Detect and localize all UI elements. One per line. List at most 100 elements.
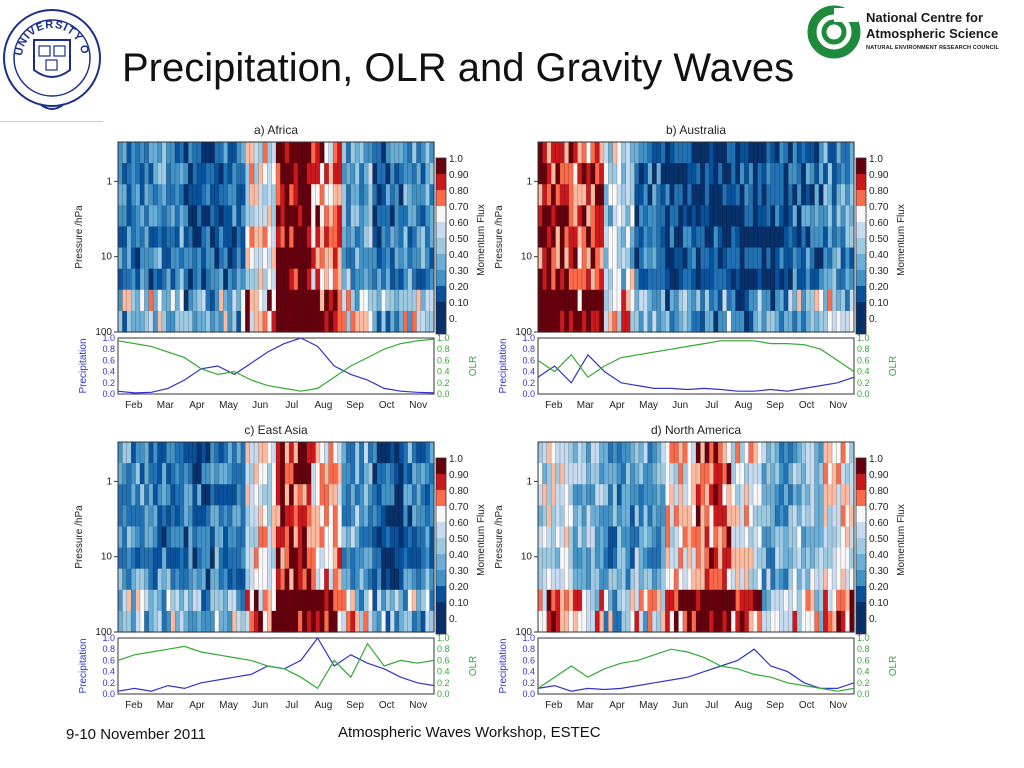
heatmap-cell	[617, 547, 622, 570]
heatmap-cell	[652, 547, 658, 570]
heatmap-cell	[240, 526, 246, 549]
heatmap-cell	[590, 484, 596, 506]
heatmap-cell	[726, 463, 732, 485]
heatmap-cell	[818, 247, 824, 270]
heatmap-cell	[227, 205, 233, 228]
heatmap-frame	[537, 141, 855, 333]
heatmap-cell	[568, 526, 574, 549]
month-tick-label: Jun	[672, 400, 688, 410]
precip-tick-label: 0.0	[522, 389, 535, 399]
heatmap-cell	[647, 610, 653, 633]
heatmap-cell	[612, 568, 618, 591]
heatmap-cell	[840, 247, 846, 270]
heatmap-cell	[621, 226, 627, 249]
heatmap-cell	[770, 463, 776, 485]
heatmap-cell	[779, 310, 785, 333]
heatmap-cell	[139, 163, 145, 185]
heatmap-cell	[284, 526, 290, 549]
heatmap-cell	[223, 610, 229, 633]
heatmap-cell	[376, 526, 382, 549]
heatmap-cell	[660, 442, 666, 464]
heatmap-cell	[608, 247, 614, 270]
heatmap-cell	[713, 205, 719, 228]
heatmap-cell	[814, 142, 820, 164]
heatmap-cell	[731, 184, 737, 206]
heatmap-cell	[810, 247, 816, 270]
heatmap-cell	[555, 226, 561, 249]
heatmap-cell	[403, 610, 409, 633]
heatmap-cell	[337, 226, 343, 249]
heatmap-cell	[674, 247, 680, 270]
heatmap-cell	[175, 163, 181, 185]
heatmap-cell	[726, 547, 732, 570]
heatmap-cell	[810, 610, 816, 633]
heatmap-cell	[254, 484, 260, 506]
heatmap-cell	[625, 289, 631, 312]
heatmap-cell	[617, 289, 622, 312]
heatmap-cell	[390, 610, 396, 633]
heatmap-cell	[722, 142, 728, 164]
heatmap-cell	[139, 205, 145, 228]
heatmap-cell	[586, 589, 592, 612]
heatmap-cell	[139, 442, 145, 464]
heatmap-cell	[368, 289, 374, 312]
heatmap-cell	[293, 442, 299, 464]
heatmap-cell	[788, 589, 794, 612]
heatmap-cell	[788, 526, 794, 549]
heatmap-cell	[337, 610, 343, 633]
heatmap-cell	[696, 310, 701, 333]
heatmap-cell	[823, 589, 829, 612]
heatmap-cell	[420, 505, 426, 528]
heatmap-cell	[595, 289, 601, 312]
heatmap-cell	[656, 247, 662, 270]
heatmap-cell	[148, 226, 154, 249]
heatmap-cell	[306, 247, 312, 270]
heatmap-cell	[669, 247, 675, 270]
heatmap-cell	[161, 463, 167, 485]
heatmap-cell	[346, 142, 352, 164]
heatmap-cell	[122, 163, 128, 185]
heatmap-cell	[218, 526, 224, 549]
heatmap-cell	[696, 505, 701, 528]
heatmap-cell	[801, 163, 807, 185]
heatmap-cell	[691, 226, 697, 249]
heatmap-cell	[416, 184, 422, 206]
olr-tick-label: 0.6	[857, 355, 870, 365]
heatmap-cell	[753, 226, 759, 249]
heatmap-cell	[372, 268, 378, 291]
heatmap-cell	[638, 589, 644, 612]
heatmap-cell	[197, 442, 202, 464]
heatmap-cell	[403, 442, 409, 464]
heatmap-cell	[359, 205, 365, 228]
heatmap-cell	[770, 310, 776, 333]
heatmap-cell	[148, 310, 154, 333]
heatmap-cell	[337, 547, 343, 570]
heatmap-cell	[559, 589, 565, 612]
heatmap-cell	[621, 505, 627, 528]
heatmap-cell	[744, 484, 750, 506]
heatmap-cell	[398, 142, 404, 164]
precip-tick-label: 0.8	[102, 344, 115, 354]
heatmap-cell	[555, 310, 561, 333]
heatmap-cell	[302, 226, 308, 249]
heatmap-cell	[546, 589, 552, 612]
heatmap-cell	[139, 310, 145, 333]
heatmap-cell	[717, 442, 723, 464]
chart-title: c) East Asia	[244, 423, 308, 437]
heatmap-cell	[245, 268, 251, 291]
heatmap-cell	[617, 226, 622, 249]
heatmap-cell	[643, 526, 649, 549]
heatmap-cell	[696, 568, 701, 591]
heatmap-cell	[805, 247, 811, 270]
heatmap-cell	[590, 226, 596, 249]
y-tick-label: 100	[95, 627, 112, 638]
heatmap-cell	[625, 247, 631, 270]
heatmap-cell	[788, 568, 794, 591]
heatmap-cell	[394, 463, 400, 485]
heatmap-cell	[262, 205, 268, 228]
month-tick-label: Apr	[609, 400, 625, 410]
heatmap-cell	[390, 568, 396, 591]
colorbar-swatch	[436, 190, 446, 206]
heatmap-frame	[117, 441, 435, 633]
heatmap-cell	[254, 568, 260, 591]
